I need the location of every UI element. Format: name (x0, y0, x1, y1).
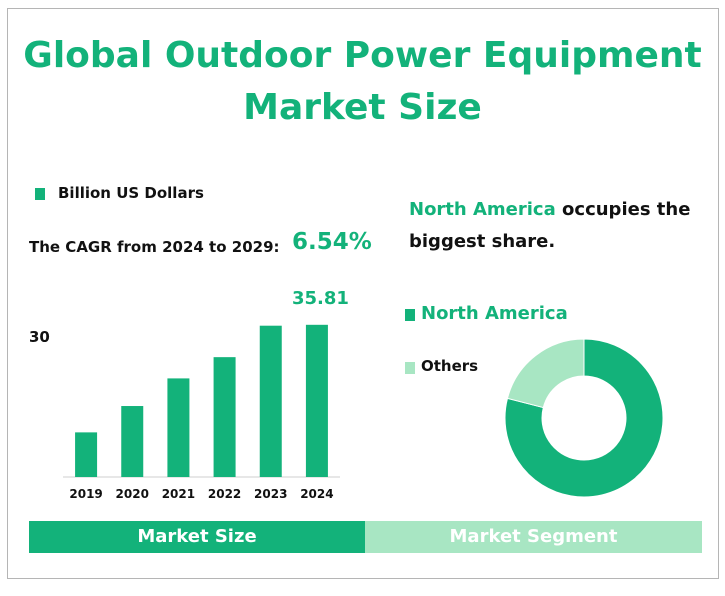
peak-value-label: 35.81 (292, 288, 349, 309)
title-line-2: Market Size (243, 87, 482, 128)
share-rest: occupies the biggest share. (409, 199, 691, 252)
bar-legend-label: Billion US Dollars (58, 184, 204, 202)
title-line-1: Global Outdoor Power Equipment (23, 35, 702, 76)
cagr-label: The CAGR from 2024 to 2029: (29, 238, 280, 256)
pie-legend-label-others: Others (421, 357, 479, 375)
y-tick-label: 30 (29, 328, 50, 346)
tab-market-segment[interactable]: Market Segment (365, 521, 702, 553)
pie-legend-swatch-north-america (405, 309, 415, 321)
pie-legend-label-north-america: North America (421, 303, 568, 324)
share-statement: North America occupies the biggest share… (409, 194, 709, 258)
tab-market-size[interactable]: Market Size (29, 521, 365, 553)
bar-legend-swatch (35, 188, 45, 200)
pie-legend-swatch-others (405, 362, 415, 374)
cagr-value: 6.54% (292, 229, 372, 255)
share-highlight: North America (409, 199, 556, 220)
page-title: Global Outdoor Power Equipment Market Si… (0, 30, 725, 134)
